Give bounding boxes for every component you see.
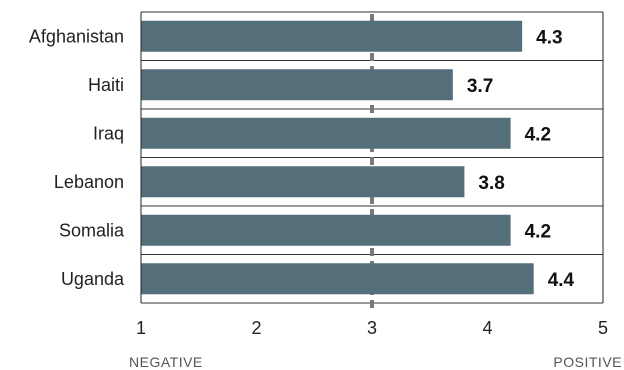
bar-iraq <box>141 117 511 149</box>
value-label-somalia: 4.2 <box>525 221 551 242</box>
category-label-somalia: Somalia <box>59 220 125 240</box>
bar-haiti <box>141 69 453 101</box>
category-label-uganda: Uganda <box>61 269 125 289</box>
bars-group <box>141 20 534 295</box>
x-tick-label: 2 <box>251 318 261 338</box>
x-tick-label: 5 <box>598 318 608 338</box>
x-tick-label: 4 <box>482 318 492 338</box>
category-label-afghanistan: Afghanistan <box>29 26 124 46</box>
x-tick-label: 1 <box>136 318 146 338</box>
bar-afghanistan <box>141 20 523 52</box>
value-label-haiti: 3.7 <box>467 76 493 97</box>
x-tick-label: 3 <box>367 318 377 338</box>
bar-somalia <box>141 214 511 246</box>
x-tick-labels: 1 2 3 4 5 <box>136 318 608 338</box>
bar-lebanon <box>141 166 465 198</box>
value-label-iraq: 4.2 <box>525 124 551 145</box>
positive-end-label: POSITIVE <box>553 354 622 370</box>
value-labels: 4.3 3.7 4.2 3.8 4.2 4.4 <box>467 27 575 291</box>
bar-uganda <box>141 263 534 295</box>
category-label-haiti: Haiti <box>88 75 124 95</box>
category-label-iraq: Iraq <box>93 123 124 143</box>
category-label-lebanon: Lebanon <box>54 172 124 192</box>
category-labels: Afghanistan Haiti Iraq Lebanon Somalia Uganda <box>29 26 125 289</box>
negative-end-label: NEGATIVE <box>129 354 203 370</box>
value-label-lebanon: 3.8 <box>478 173 504 194</box>
value-label-afghanistan: 4.3 <box>536 27 562 48</box>
value-label-uganda: 4.4 <box>548 270 575 291</box>
